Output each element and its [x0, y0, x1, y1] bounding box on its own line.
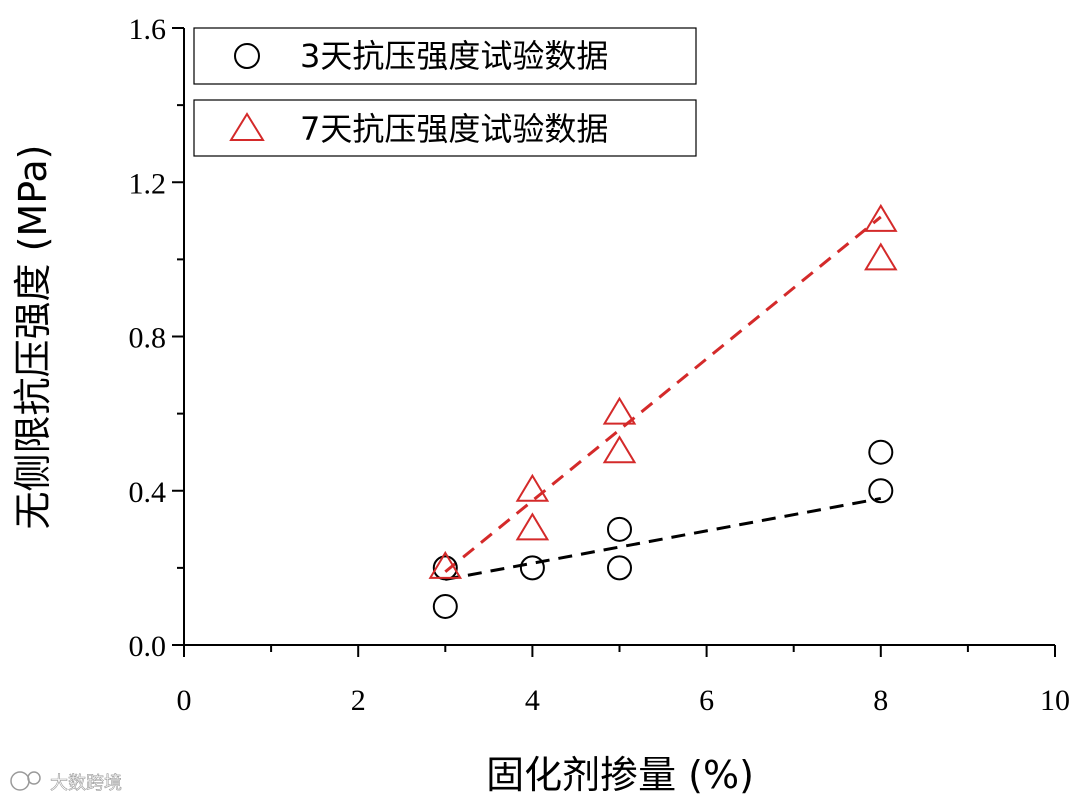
point-series-1 [868, 439, 894, 465]
x-tick-label: 0 [177, 684, 192, 717]
legend-label-series-2: 7天抗压强度试验数据 [300, 110, 608, 148]
x-tick-label: 2 [351, 684, 366, 717]
x-tick-label: 8 [873, 684, 888, 717]
point-series-1 [432, 555, 458, 581]
fit-lines [444, 215, 882, 581]
legend: 3天抗压强度试验数据 7天抗压强度试验数据 [193, 27, 697, 157]
fit-line-series-2 [444, 215, 882, 573]
x-tick-label: 6 [699, 684, 714, 717]
x-tick-label: 10 [1040, 684, 1070, 717]
watermark-logo-icon-inner [27, 771, 41, 785]
point-series-1 [519, 555, 545, 581]
legend-box-series-2 [193, 99, 697, 157]
x-axis-title: 固化剂掺量 (%) [486, 753, 754, 797]
point-series-2 [515, 512, 550, 541]
legend-label-series-1: 3天抗压强度试验数据 [300, 37, 608, 75]
ticks: 0 2 4 6 8 10 0.0 0.4 0.8 1.2 1.6 [129, 13, 1071, 717]
watermark-logo-icon [10, 771, 30, 791]
point-series-2 [864, 242, 898, 271]
y-tick-label: 0.0 [129, 630, 167, 663]
watermark: 大数跨境 [10, 771, 122, 794]
x-tick-label: 4 [525, 684, 540, 717]
point-series-1 [607, 555, 632, 581]
y-axis-title: 无侧限抗压强度 (MPa) [11, 144, 55, 529]
legend-box-series-1 [193, 27, 697, 85]
point-series-1 [868, 478, 894, 504]
watermark-text: 大数跨境 [50, 773, 122, 794]
point-series-1 [607, 516, 632, 542]
y-tick-label: 1.2 [129, 167, 167, 200]
data-points [428, 203, 898, 619]
point-series-1 [432, 593, 458, 619]
legend-marker-triangle-icon [229, 112, 265, 141]
point-series-2 [515, 473, 550, 502]
y-tick-label: 0.4 [129, 476, 167, 509]
point-series-2 [602, 396, 637, 425]
point-series-2 [602, 435, 637, 464]
y-tick-label: 0.8 [129, 322, 167, 355]
point-series-2 [864, 203, 898, 232]
point-series-2 [428, 550, 463, 579]
legend-marker-circle-icon [234, 43, 260, 69]
fit-line-series-1 [445, 496, 882, 581]
y-tick-label: 1.6 [129, 13, 167, 46]
